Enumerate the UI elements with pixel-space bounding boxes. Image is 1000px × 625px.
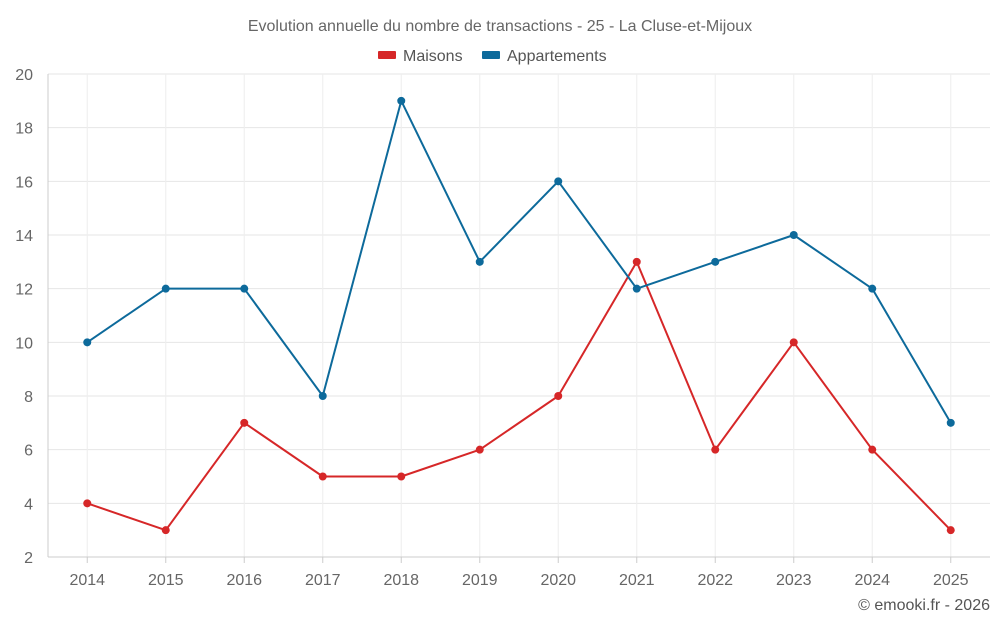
legend-label-appartements: Appartements <box>507 48 607 65</box>
data-point-appartements-2015 <box>161 284 170 293</box>
data-point-appartements-2016 <box>240 284 249 293</box>
y-tick-label: 10 <box>15 335 33 352</box>
y-tick-label: 8 <box>24 389 33 406</box>
y-tick-label: 6 <box>24 443 33 460</box>
y-tick-label: 14 <box>15 228 33 245</box>
x-tick-label: 2017 <box>305 572 341 589</box>
x-tick-label: 2015 <box>148 572 184 589</box>
data-point-maisons-2021 <box>632 257 641 266</box>
data-point-appartements-2022 <box>711 257 720 266</box>
y-tick-label: 18 <box>15 121 33 138</box>
y-tick-label: 4 <box>24 496 33 513</box>
data-point-maisons-2014 <box>83 499 92 508</box>
x-tick-label: 2019 <box>462 572 498 589</box>
data-point-maisons-2023 <box>789 338 798 347</box>
data-point-appartements-2024 <box>868 284 877 293</box>
y-tick-label: 2 <box>24 550 33 567</box>
data-point-maisons-2015 <box>161 526 170 535</box>
data-point-maisons-2018 <box>397 472 406 481</box>
x-tick-label: 2025 <box>933 572 969 589</box>
grid <box>48 73 990 558</box>
data-point-appartements-2018 <box>397 96 406 105</box>
x-tick-label: 2018 <box>383 572 419 589</box>
x-tick-label: 2022 <box>697 572 733 589</box>
series-line-appartements <box>86 99 952 424</box>
x-tick-label: 2016 <box>226 572 262 589</box>
data-point-maisons-2017 <box>318 472 327 481</box>
data-point-maisons-2016 <box>240 418 249 427</box>
credit-text: © emooki.fr - 2026 <box>858 597 990 614</box>
data-point-appartements-2017 <box>318 392 327 400</box>
data-point-appartements-2019 <box>475 257 484 266</box>
data-point-maisons-2022 <box>711 445 720 454</box>
data-point-maisons-2025 <box>946 526 955 535</box>
y-tick-label: 20 <box>15 67 33 84</box>
y-tick-label: 12 <box>15 282 33 299</box>
legend: Maisons Appartements <box>378 48 607 65</box>
chart-title: Evolution annuelle du nombre de transact… <box>248 18 752 35</box>
x-tick-label: 2023 <box>776 572 812 589</box>
data-point-appartements-2020 <box>554 177 563 186</box>
data-point-appartements-2014 <box>83 338 92 347</box>
data-point-appartements-2023 <box>789 231 798 239</box>
data-point-maisons-2019 <box>475 445 484 454</box>
data-point-maisons-2020 <box>554 392 563 400</box>
legend-swatch-appartements <box>482 51 500 59</box>
y-tick-label: 16 <box>15 174 33 191</box>
data-point-appartements-2025 <box>946 418 955 427</box>
series-group <box>83 96 955 535</box>
x-tick-label: 2024 <box>854 572 890 589</box>
legend-label-maisons: Maisons <box>403 48 463 65</box>
data-point-maisons-2024 <box>868 445 877 454</box>
x-tick-label: 2021 <box>619 572 655 589</box>
x-tick-label: 2014 <box>69 572 105 589</box>
x-tick-label: 2020 <box>540 572 576 589</box>
series-line-maisons <box>86 260 952 532</box>
data-point-appartements-2021 <box>632 284 641 293</box>
legend-swatch-maisons <box>378 51 396 59</box>
axes: 2 4 6 8 10 12 14 16 18 20 2014 2015 2016 2017 2018 2019… <box>15 67 990 589</box>
